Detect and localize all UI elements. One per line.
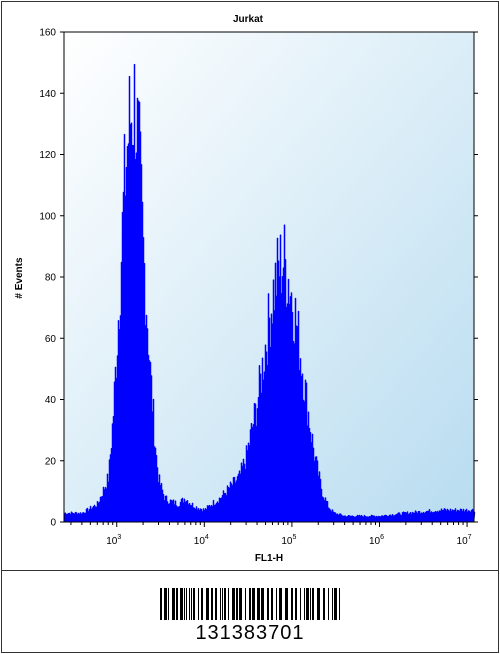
barcode-bar bbox=[267, 588, 269, 620]
barcode-bar bbox=[228, 588, 229, 620]
barcode-bar bbox=[168, 588, 169, 620]
barcode-bar bbox=[304, 588, 305, 620]
barcode-bar bbox=[215, 588, 217, 620]
barcode-bar bbox=[261, 588, 264, 620]
barcode-bar bbox=[160, 588, 162, 620]
y-axis-label: # Events bbox=[14, 257, 25, 299]
barcode-bar bbox=[232, 588, 235, 620]
histogram-chart: 0 20 40 60 80 100 120 140 160 103 104 105 106 107 Ju… bbox=[14, 14, 478, 564]
barcode-bar bbox=[252, 588, 255, 620]
figure-divider bbox=[1, 570, 498, 571]
barcode-bar bbox=[220, 588, 221, 620]
barcode-bar bbox=[186, 588, 187, 620]
y-axis-ticks: 0 20 40 60 80 100 120 140 160 bbox=[39, 28, 478, 529]
x-axis-ticks: 103 104 105 106 107 bbox=[70, 522, 472, 547]
chart-title: Jurkat bbox=[233, 14, 264, 25]
x-tick-label: 107 bbox=[457, 534, 472, 547]
barcode-bar bbox=[317, 588, 320, 620]
barcode-bar bbox=[189, 588, 190, 620]
y-tick-label: 20 bbox=[45, 456, 57, 467]
barcode-bar bbox=[222, 588, 223, 620]
barcode-bar bbox=[312, 588, 314, 620]
barcode-bar bbox=[310, 588, 311, 620]
barcode-bar bbox=[193, 588, 195, 620]
barcode-bar bbox=[236, 588, 238, 620]
y-tick-label: 40 bbox=[45, 395, 57, 406]
barcode-bar bbox=[328, 588, 329, 620]
barcode-bar bbox=[306, 588, 309, 620]
barcode-bar bbox=[334, 588, 337, 620]
barcode-bar bbox=[239, 588, 242, 620]
barcode-image bbox=[160, 588, 340, 620]
barcode-bar bbox=[211, 588, 213, 620]
barcode-bar bbox=[276, 588, 277, 620]
barcode-bar bbox=[295, 588, 297, 620]
x-tick-label: 105 bbox=[281, 534, 296, 547]
x-tick-label: 104 bbox=[194, 534, 209, 547]
y-tick-label: 80 bbox=[45, 273, 57, 284]
barcode-bar bbox=[323, 588, 325, 620]
y-tick-label: 100 bbox=[39, 211, 56, 222]
barcode-bar bbox=[279, 588, 282, 620]
x-tick-label: 106 bbox=[369, 534, 384, 547]
barcode-bar bbox=[339, 588, 340, 620]
barcode-bar bbox=[300, 588, 301, 620]
barcode-bar bbox=[201, 588, 203, 620]
barcode-bar bbox=[271, 588, 273, 620]
y-tick-label: 120 bbox=[39, 150, 56, 161]
barcode-bar bbox=[180, 588, 183, 620]
barcode-bar bbox=[164, 588, 167, 620]
barcode-bar bbox=[245, 588, 246, 620]
barcode-bar bbox=[285, 588, 288, 620]
barcode-bar bbox=[224, 588, 226, 620]
barcode-bar bbox=[257, 588, 260, 620]
y-tick-label: 140 bbox=[39, 89, 56, 100]
y-tick-label: 160 bbox=[39, 28, 56, 39]
barcode-bar bbox=[184, 588, 185, 620]
y-tick-label: 60 bbox=[45, 334, 57, 345]
barcode-bar bbox=[191, 588, 192, 620]
barcode-bar bbox=[249, 588, 251, 620]
barcode-bar bbox=[172, 588, 175, 620]
x-axis-label: FL1-H bbox=[255, 553, 283, 564]
barcode-number: 131383701 bbox=[195, 622, 305, 644]
barcode-bar bbox=[332, 588, 333, 620]
barcode-bar bbox=[176, 588, 178, 620]
barcode-bar bbox=[206, 588, 209, 620]
barcode-bar bbox=[291, 588, 293, 620]
x-tick-label: 103 bbox=[106, 534, 121, 547]
histogram-area bbox=[63, 63, 476, 523]
y-tick-label: 0 bbox=[50, 518, 56, 529]
barcode-bar bbox=[198, 588, 199, 620]
